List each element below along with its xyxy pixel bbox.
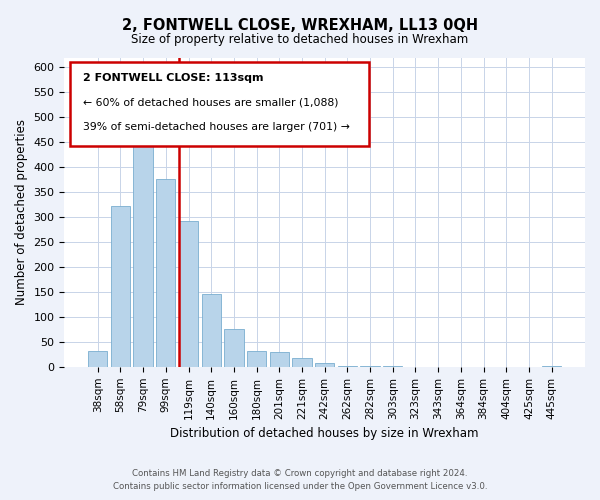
Text: Size of property relative to detached houses in Wrexham: Size of property relative to detached ho…: [131, 32, 469, 46]
Bar: [88, 351, 107, 367]
Y-axis label: Number of detached properties: Number of detached properties: [15, 119, 28, 305]
Bar: [338, 366, 357, 367]
Bar: [156, 179, 175, 367]
Bar: [542, 366, 562, 367]
Bar: [133, 126, 153, 367]
Text: ← 60% of detached houses are smaller (1,088): ← 60% of detached houses are smaller (1,…: [83, 98, 338, 108]
Bar: [269, 352, 289, 367]
Text: 39% of semi-detached houses are larger (701) →: 39% of semi-detached houses are larger (…: [83, 122, 349, 132]
Bar: [247, 351, 266, 367]
FancyBboxPatch shape: [70, 62, 369, 146]
X-axis label: Distribution of detached houses by size in Wrexham: Distribution of detached houses by size …: [170, 427, 479, 440]
Bar: [292, 358, 311, 367]
Text: 2 FONTWELL CLOSE: 113sqm: 2 FONTWELL CLOSE: 113sqm: [83, 73, 263, 83]
Bar: [111, 206, 130, 367]
Bar: [179, 220, 198, 367]
Text: Contains HM Land Registry data © Crown copyright and database right 2024.
Contai: Contains HM Land Registry data © Crown c…: [113, 470, 487, 491]
Bar: [202, 294, 221, 367]
Text: 2, FONTWELL CLOSE, WREXHAM, LL13 0QH: 2, FONTWELL CLOSE, WREXHAM, LL13 0QH: [122, 18, 478, 32]
Bar: [224, 330, 244, 367]
Bar: [315, 363, 334, 367]
